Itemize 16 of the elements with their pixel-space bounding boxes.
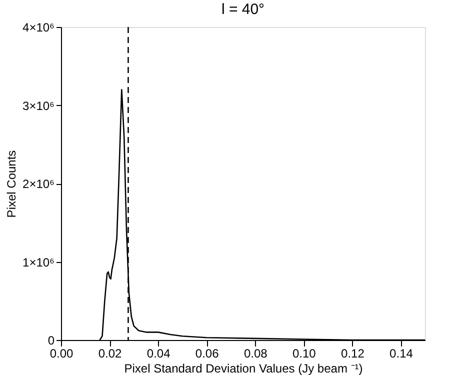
x-tick-label: 0.00 bbox=[50, 346, 74, 360]
chart-title: l = 40° bbox=[221, 1, 265, 18]
x-tick-label: 0.10 bbox=[292, 346, 316, 360]
x-axis-title: Pixel Standard Deviation Values (Jy beam ⁻¹) bbox=[124, 362, 363, 375]
x-tick-label: 0.08 bbox=[244, 346, 268, 360]
x-tick-label: 0.06 bbox=[195, 346, 220, 360]
x-tick-label: 0.02 bbox=[98, 346, 122, 360]
y-tick-label: 0 bbox=[48, 334, 55, 348]
x-tick-label: 0.12 bbox=[341, 346, 365, 360]
x-tick-label: 0.04 bbox=[146, 346, 171, 360]
y-axis-title: Pixel Counts bbox=[4, 150, 19, 218]
y-tick-label: 4×10⁶ bbox=[22, 20, 55, 34]
x-tick-label: 0.14 bbox=[390, 346, 414, 360]
y-tick-label: 1×10⁶ bbox=[22, 255, 55, 270]
y-tick-label: 3×10⁶ bbox=[22, 98, 55, 113]
y-tick-label: 2×10⁶ bbox=[22, 177, 55, 191]
